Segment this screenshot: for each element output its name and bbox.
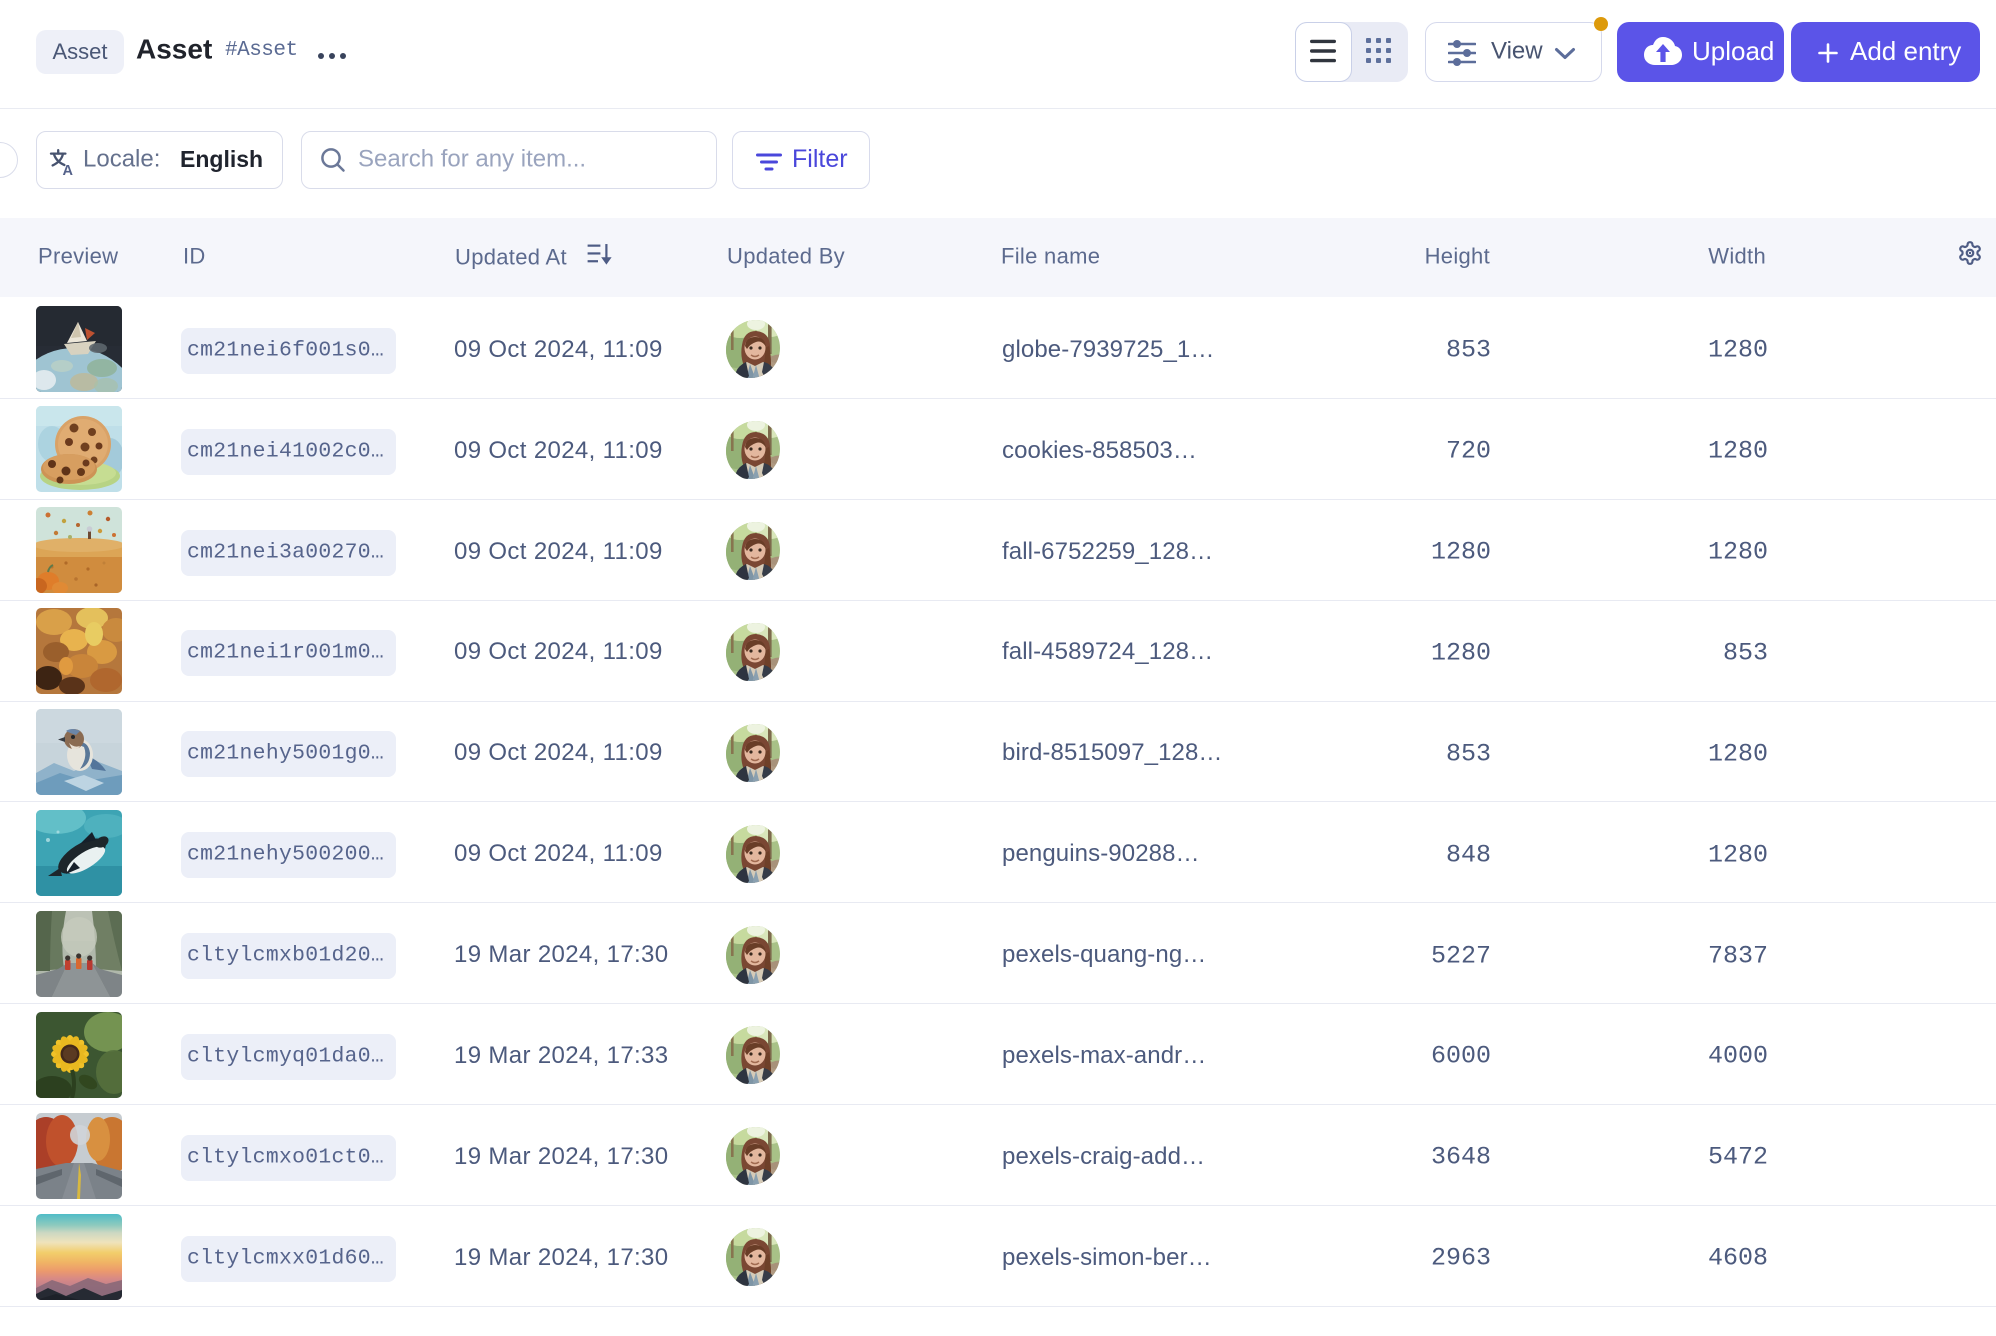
svg-text:A: A [63, 163, 74, 176]
